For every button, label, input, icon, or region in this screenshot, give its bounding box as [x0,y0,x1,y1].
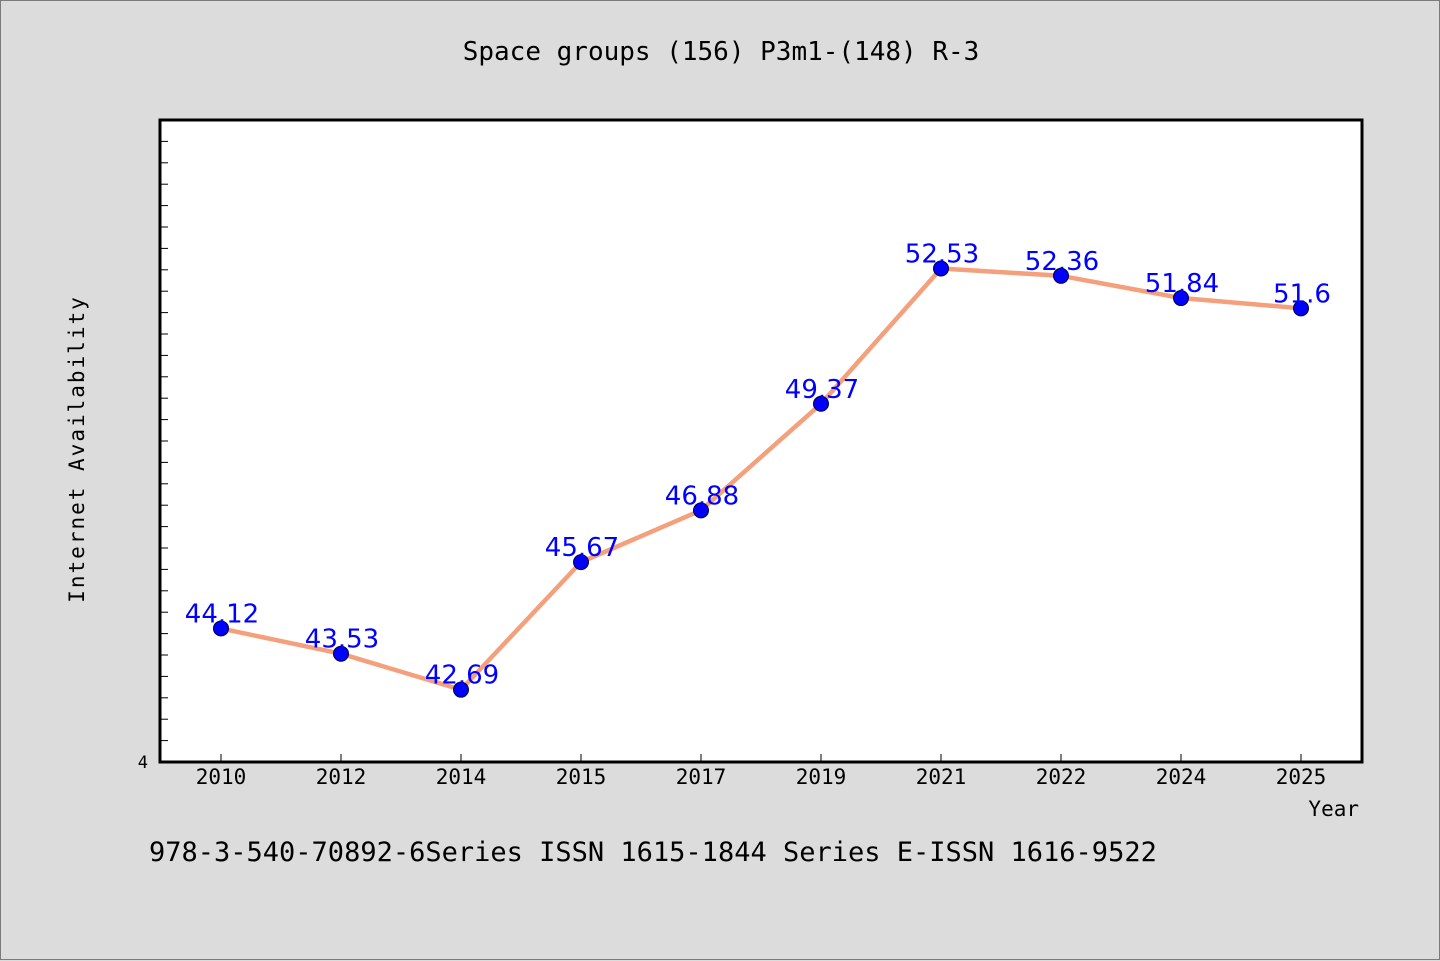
data-label: 44.12 [185,599,259,629]
chart-title: Space groups (156) P3m1-(148) R-3 [462,37,980,67]
x-tick-label: 2012 [316,765,367,789]
data-label: 52.36 [1025,247,1099,277]
data-point [933,260,949,277]
data-label: 51.6 [1273,279,1331,309]
x-tick-label: 2017 [676,765,727,789]
data-label: 49.37 [785,375,859,405]
x-tick-label: 2014 [436,765,487,789]
x-tick-label: 2021 [916,765,967,789]
footer-text: 978-3-540-70892-6Series ISSN 1615-1844 S… [149,837,1157,868]
data-point [1293,300,1309,317]
plot-background [160,120,1362,762]
x-tick-label: 2025 [1276,765,1327,789]
data-point [813,395,829,412]
data-point [333,645,349,662]
plot-frame [158,118,1364,764]
y-tick-label: 4 [138,753,148,773]
x-tick-label: 2022 [1036,765,1087,789]
data-point [453,681,469,698]
data-point [1053,267,1069,284]
x-axis-label: Year [1308,797,1359,821]
data-label: 52.53 [905,240,979,270]
data-point [1173,290,1189,307]
x-tick-label: 2015 [556,765,607,789]
data-label: 46.88 [665,481,739,511]
data-label: 42.69 [425,661,499,691]
data-label: 51.84 [1145,269,1219,299]
data-point [213,620,229,637]
data-label: 43.53 [305,625,379,655]
x-tick-label: 2024 [1156,765,1207,789]
data-point [573,554,589,571]
x-tick-label: 2010 [196,765,247,789]
x-tick-label: 2019 [796,765,847,789]
data-label: 45.67 [545,533,619,563]
series-line [218,266,1304,692]
data-point [693,502,709,519]
